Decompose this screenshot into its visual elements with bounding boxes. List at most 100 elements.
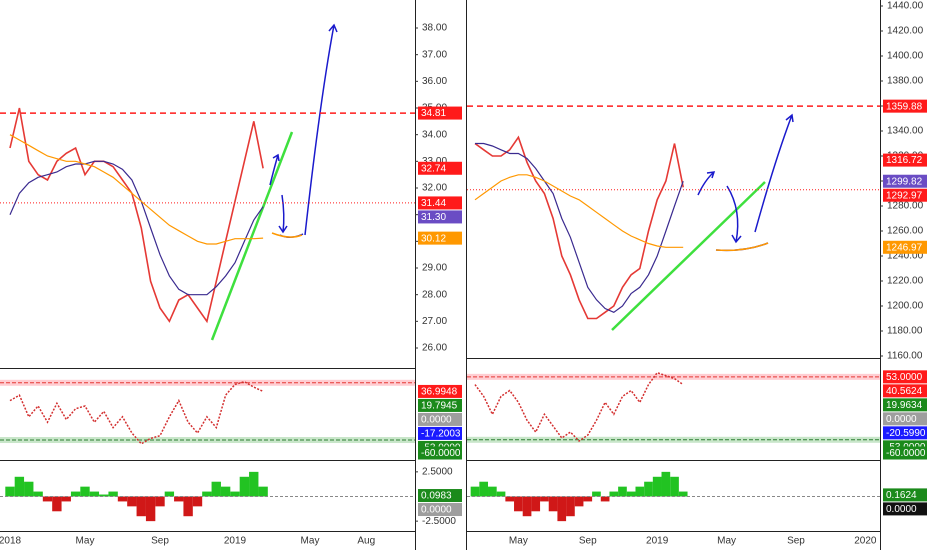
histogram-bar	[136, 496, 146, 517]
price-tag	[883, 384, 927, 398]
histogram-bar	[258, 486, 268, 497]
histogram-bar	[618, 486, 627, 497]
histogram-bar	[211, 481, 221, 497]
price-tag	[418, 489, 462, 503]
y-tick-label: 1340.00	[887, 126, 924, 137]
price-tag	[883, 502, 927, 516]
price-tag-label: 31.44	[421, 198, 446, 209]
y-tick-label: 1220.00	[887, 276, 924, 287]
y-tick-label: 27.00	[422, 316, 447, 327]
histogram-bar	[70, 491, 81, 497]
panel-borders	[0, 0, 881, 550]
price-tag-label: 32.74	[421, 163, 446, 174]
x-tick-label: May	[509, 536, 528, 547]
histogram-bar	[531, 496, 541, 512]
price-tag	[883, 99, 927, 113]
y-tick-label: 29.00	[422, 263, 447, 274]
histogram-bar	[61, 496, 71, 502]
y-tick-label: 32.00	[422, 183, 447, 194]
histogram-bar	[470, 486, 480, 497]
drawings	[210, 23, 794, 341]
histogram-bar	[522, 496, 532, 517]
series-line	[474, 135, 684, 320]
x-tick-label: Sep	[787, 536, 805, 547]
histogram-bar	[670, 476, 679, 497]
price-tag	[418, 503, 462, 517]
price-tag	[883, 370, 927, 384]
histogram-bar	[145, 496, 156, 522]
price-tag-label: 40.5624	[886, 386, 923, 397]
price-tag	[418, 231, 462, 245]
histogram-bar	[127, 496, 137, 507]
histogram-bar	[600, 496, 610, 502]
y-tick-label: 1420.00	[887, 26, 924, 37]
price-tag	[418, 426, 462, 440]
price-tag-label: 19.7945	[421, 401, 458, 412]
x-tick-label: 2019	[224, 536, 247, 547]
y-tick-label: 1440.00	[887, 1, 924, 12]
histogram-bar	[174, 496, 184, 502]
price-tag	[883, 488, 927, 502]
price-tag-label: 0.0000	[886, 504, 917, 515]
histogram-bar	[14, 476, 25, 497]
price-tag-label: 53.0000	[886, 372, 923, 383]
y-tick-label: 1200.00	[887, 301, 924, 312]
price-tag-label: 34.81	[421, 108, 446, 119]
x-tick-label: 2019	[646, 536, 669, 547]
series-line	[9, 107, 264, 324]
histogram-bar	[566, 496, 575, 517]
histogram-bar	[108, 491, 118, 497]
price-tag	[418, 446, 462, 460]
histogram-bar	[540, 496, 549, 502]
histogram-bar	[33, 491, 43, 497]
price-tag-label: 19.9634	[886, 400, 923, 411]
price-tag	[883, 426, 927, 440]
histogram-bar	[52, 496, 62, 512]
histogram-bar	[183, 496, 193, 517]
price-tag-label: 30.12	[421, 233, 446, 244]
x-tick-label: 2020	[854, 536, 877, 547]
histogram-bar	[479, 481, 489, 497]
histogram-bar	[202, 491, 212, 497]
y-tick-label: 1180.00	[887, 326, 923, 337]
histogram-bar	[505, 496, 515, 502]
price-tag-label: 0.0000	[421, 415, 452, 426]
y-tick-label: 34.00	[422, 129, 447, 140]
price-tag	[418, 196, 462, 210]
histogram-bar	[99, 494, 109, 497]
y-tick-label: 1240.00	[887, 251, 924, 262]
x-tick-label: May	[76, 536, 95, 547]
y-tick-label: 1280.00	[887, 201, 924, 212]
histogram-bar	[249, 471, 259, 497]
histogram-bar	[644, 481, 653, 497]
histogram-bar	[164, 491, 175, 497]
price-tag	[883, 412, 927, 426]
x-tick-label: Aug	[357, 536, 375, 547]
price-tag	[883, 188, 927, 202]
histogram-bar	[42, 496, 53, 502]
oscillator-line	[474, 371, 684, 442]
y-tick-label: 33.00	[422, 156, 447, 167]
price-tag-label: 1292.97	[886, 190, 923, 201]
y-tick-label: 38.00	[422, 23, 447, 34]
price-tag	[883, 153, 927, 167]
price-tag-label: 0.1624	[886, 490, 917, 501]
price-tag	[883, 174, 927, 188]
histogram-bar	[496, 491, 506, 497]
histogram-bar	[239, 476, 250, 497]
y-tick-label: 2.5000	[422, 466, 453, 477]
price-tag-label: 0.0000	[886, 414, 917, 425]
x-tick-label: Sep	[151, 536, 169, 547]
price-tag-label: -17.2003	[421, 429, 461, 440]
histogram-bar	[514, 496, 523, 512]
price-tag-label: 36.9948	[421, 387, 458, 398]
y-tick-label: 28.00	[422, 289, 447, 300]
histogram-bar	[652, 476, 662, 497]
histogram-bar	[592, 491, 601, 497]
histogram-bar	[5, 486, 15, 497]
series-line	[9, 134, 264, 245]
price-tag-label: 1316.72	[886, 155, 923, 166]
series-line	[474, 174, 684, 248]
price-tag-label: 1359.88	[886, 101, 923, 112]
y-tick-label: 1380.00	[887, 76, 924, 87]
